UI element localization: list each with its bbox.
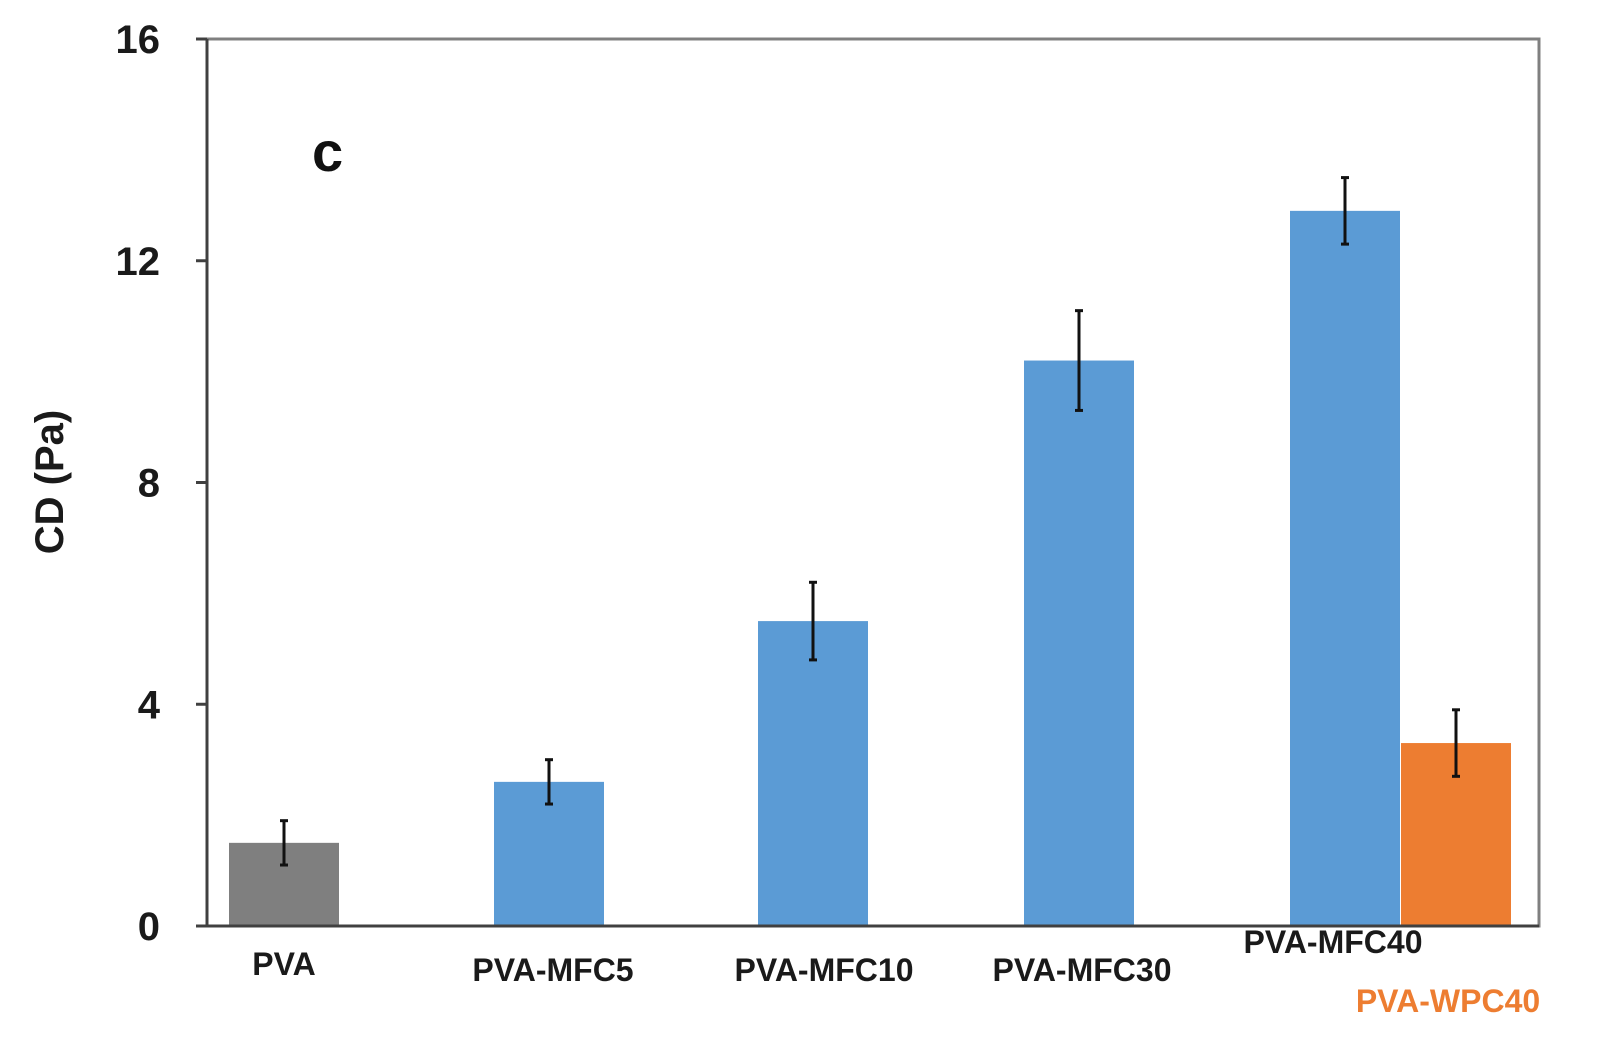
bar-pva-mfc30 bbox=[1024, 360, 1134, 927]
error-bar-pva-mfc5 bbox=[545, 758, 553, 806]
x-label-pva-wpc40: PVA-WPC40 bbox=[1356, 983, 1540, 1019]
bar-pva-mfc5 bbox=[494, 781, 604, 926]
y-tick-label-16: 16 bbox=[116, 18, 161, 62]
x-label-pva: PVA bbox=[252, 946, 315, 982]
error-bars-layer bbox=[280, 176, 1460, 867]
error-bar-pva-mfc10 bbox=[809, 580, 817, 662]
error-bar-pva-wpc40 bbox=[1452, 708, 1460, 778]
x-label-pva-mfc40: PVA-MFC40 bbox=[1244, 924, 1423, 960]
error-bar-pva-mfc40 bbox=[1341, 176, 1349, 246]
error-bar-pva bbox=[280, 819, 288, 867]
x-label-pva-mfc5: PVA-MFC5 bbox=[472, 952, 633, 988]
x-labels-layer: PVA PVA-MFC5 PVA-MFC10 PVA-MFC30 PVA-MFC40 PV… bbox=[252, 924, 1540, 1019]
error-bar-pva-mfc30 bbox=[1075, 309, 1083, 412]
y-tick-label-0: 0 bbox=[138, 905, 160, 949]
panel-label: c bbox=[312, 120, 343, 183]
bar-pva-mfc10 bbox=[758, 621, 868, 926]
x-label-pva-mfc10: PVA-MFC10 bbox=[735, 952, 914, 988]
y-tick-label-12: 12 bbox=[116, 240, 161, 284]
y-tick-label-4: 4 bbox=[138, 683, 161, 727]
bar-pva-mfc40 bbox=[1290, 210, 1400, 926]
x-label-pva-mfc30: PVA-MFC30 bbox=[993, 952, 1172, 988]
y-axis-title: CD (Pa) bbox=[28, 410, 72, 554]
bars-layer bbox=[229, 210, 1511, 927]
y-ticks-layer: 0 4 8 12 16 bbox=[116, 18, 207, 949]
y-tick-label-8: 8 bbox=[138, 462, 160, 506]
